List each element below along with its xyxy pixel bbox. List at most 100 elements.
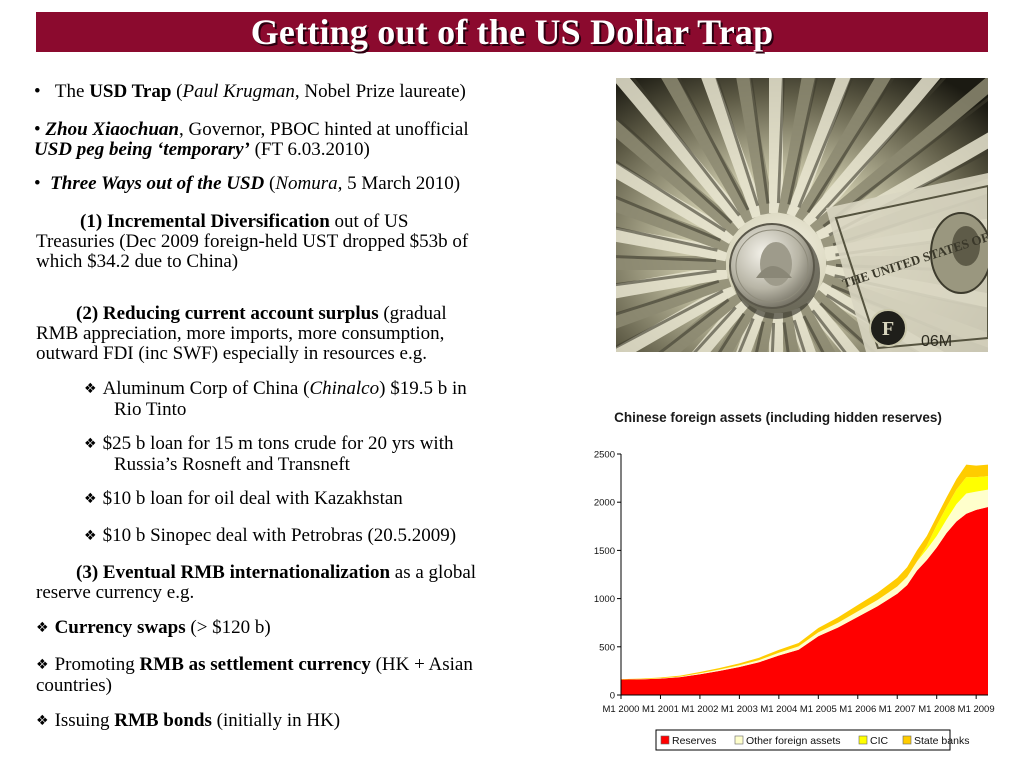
way-text: as a global: [390, 562, 477, 583]
bullet-text: (FT 6.03.2010): [249, 139, 370, 160]
way-2: (2) Reducing current account surplus (gr…: [36, 304, 576, 364]
example-item: ❖ Aluminum Corp of China (Chinalco) $19.5…: [84, 379, 564, 420]
y-tick-label: 2500: [594, 450, 615, 461]
intl-item: ❖ Issuing RMB bonds (initially in HK): [36, 711, 576, 732]
x-tick-label: M1 2007: [879, 704, 916, 715]
svg-text:06M: 06M: [921, 333, 952, 350]
area-series-reserves: [621, 507, 988, 695]
x-tick-label: M1 2004: [760, 704, 797, 715]
dollar-bills-and-coin-photo: F 06M THE UNITED STATES OF: [616, 78, 988, 352]
example-item: ❖ $10 b Sinopec deal with Petrobras (20.5…: [84, 526, 574, 547]
example-text: $25 b loan for 15 m tons crude for 20 yr…: [102, 433, 454, 454]
example-item: ❖ $10 b loan for oil deal with Kazakhstan: [84, 489, 564, 510]
bullet-bold-italic: Zhou Xiaochuan: [45, 119, 179, 140]
intl-text: (> $120 b): [185, 617, 271, 638]
way-number: (2): [76, 303, 103, 324]
example-italic: Chinalco: [309, 378, 380, 399]
y-tick-label: 1500: [594, 546, 615, 557]
intl-text: Issuing: [54, 710, 115, 731]
legend-label: State banks: [914, 735, 969, 747]
money-illustration: F 06M THE UNITED STATES OF: [616, 78, 988, 352]
bullet-text: (: [171, 81, 183, 102]
bullet-dot: •: [34, 81, 41, 102]
y-tick-label: 1000: [594, 594, 615, 605]
bullet-zhou: • Zhou Xiaochuan, Governor, PBOC hinted …: [34, 120, 579, 160]
intl-item: ❖ Promoting RMB as settlement currency (H…: [36, 655, 581, 696]
bullet-bold-italic: USD peg being ‘temporary’: [34, 139, 250, 160]
intl-item: ❖ Currency swaps (> $120 b): [36, 618, 576, 639]
y-tick-label: 0: [610, 691, 615, 702]
bullet-text: , Nobel Prize laureate): [294, 81, 466, 102]
bullet-text: The: [54, 81, 90, 102]
bullet-dot: •: [34, 173, 41, 194]
bullet-usd-trap: • The USD Trap (Paul Krugman, Nobel Priz…: [34, 82, 574, 102]
intl-text: (initially in HK): [211, 710, 341, 731]
legend-label: Other foreign assets: [746, 735, 841, 747]
foreign-assets-chart: Chinese foreign assets (including hidden…: [578, 400, 1008, 760]
legend-swatch: [858, 735, 868, 745]
y-tick-label: 2000: [594, 498, 615, 509]
example-text: $10 b Sinopec deal with Petrobras (20.5.…: [102, 525, 457, 546]
example-text: ) $19.5 b in: [379, 378, 467, 399]
intl-text: Promoting: [54, 654, 140, 675]
bullet-bold: USD Trap: [89, 81, 172, 102]
legend-label: CIC: [870, 735, 889, 747]
chart-svg: Chinese foreign assets (including hidden…: [594, 410, 995, 751]
diamond-bullet-icon: ❖: [84, 491, 97, 507]
x-tick-label: M1 2005: [800, 704, 837, 715]
x-tick-label: M1 2003: [721, 704, 758, 715]
example-text: Rio Tinto: [114, 399, 187, 420]
diamond-bullet-icon: ❖: [84, 436, 97, 452]
x-tick-label: M1 2006: [839, 704, 876, 715]
way-text: Treasuries (Dec 2009 foreign-held UST dr…: [36, 231, 469, 252]
legend-box: [655, 729, 951, 751]
x-tick-label: M1 2001: [642, 704, 679, 715]
svg-text:F: F: [882, 318, 894, 340]
diamond-bullet-icon: ❖: [36, 713, 49, 729]
way-bold: Eventual RMB internationalization: [102, 562, 391, 583]
y-tick-label: 500: [599, 642, 615, 653]
way-text: RMB appreciation, more imports, more con…: [36, 323, 445, 344]
bullet-text: , Governor, PBOC hinted at unofficial: [178, 119, 469, 140]
diamond-bullet-icon: ❖: [84, 381, 97, 397]
way-bold: Reducing current account surplus: [102, 303, 379, 324]
diamond-bullet-icon: ❖: [36, 620, 49, 636]
x-tick-label: M1 2009: [958, 704, 995, 715]
title-bar: Getting out of the US Dollar Trap: [36, 12, 988, 52]
way-number: (1): [80, 211, 107, 232]
way-text: reserve currency e.g.: [36, 582, 195, 603]
bullet-italic: Nomura,: [275, 173, 343, 194]
bullet-italic: Paul Krugman: [182, 81, 295, 102]
way-number: (3): [76, 562, 103, 583]
slide-title: Getting out of the US Dollar Trap: [250, 12, 774, 52]
bullet-three-ways: • Three Ways out of the USD (Nomura, 5 M…: [34, 174, 574, 194]
example-item: ❖ $25 b loan for 15 m tons crude for 20 y…: [84, 434, 574, 475]
intl-text: (HK + Asian: [370, 654, 473, 675]
bullet-bold-italic: Three Ways out of the USD: [50, 173, 265, 194]
example-text: $10 b loan for oil deal with Kazakhstan: [102, 488, 403, 509]
intl-text: countries): [36, 675, 112, 696]
x-tick-label: M1 2000: [603, 704, 640, 715]
way-3: (3) Eventual RMB internationalization as…: [36, 563, 576, 603]
chart-title: Chinese foreign assets (including hidden…: [614, 410, 942, 425]
way-1: (1) Incremental Diversification out of U…: [36, 212, 576, 272]
way-bold: Incremental Diversification: [106, 211, 330, 232]
example-text: Russia’s Rosneft and Transneft: [114, 454, 350, 475]
way-text: outward FDI (inc SWF) especially in reso…: [36, 343, 427, 364]
diamond-bullet-icon: ❖: [36, 657, 49, 673]
bullet-text: 5 March 2010): [342, 173, 461, 194]
x-tick-label: M1 2002: [681, 704, 718, 715]
way-text: which $34.2 due to China): [36, 251, 239, 272]
x-tick-label: M1 2008: [918, 704, 955, 715]
diamond-bullet-icon: ❖: [84, 528, 97, 544]
intl-bold: RMB as settlement currency: [139, 654, 371, 675]
way-text: out of US: [329, 211, 409, 232]
intl-bold: Currency swaps: [54, 617, 186, 638]
legend-swatch: [734, 735, 744, 745]
legend-swatch: [660, 735, 670, 745]
bullet-text: (: [264, 173, 276, 194]
intl-bold: RMB bonds: [114, 710, 212, 731]
legend-label: Reserves: [672, 735, 716, 747]
legend-swatch: [902, 735, 912, 745]
way-text: (gradual: [378, 303, 447, 324]
